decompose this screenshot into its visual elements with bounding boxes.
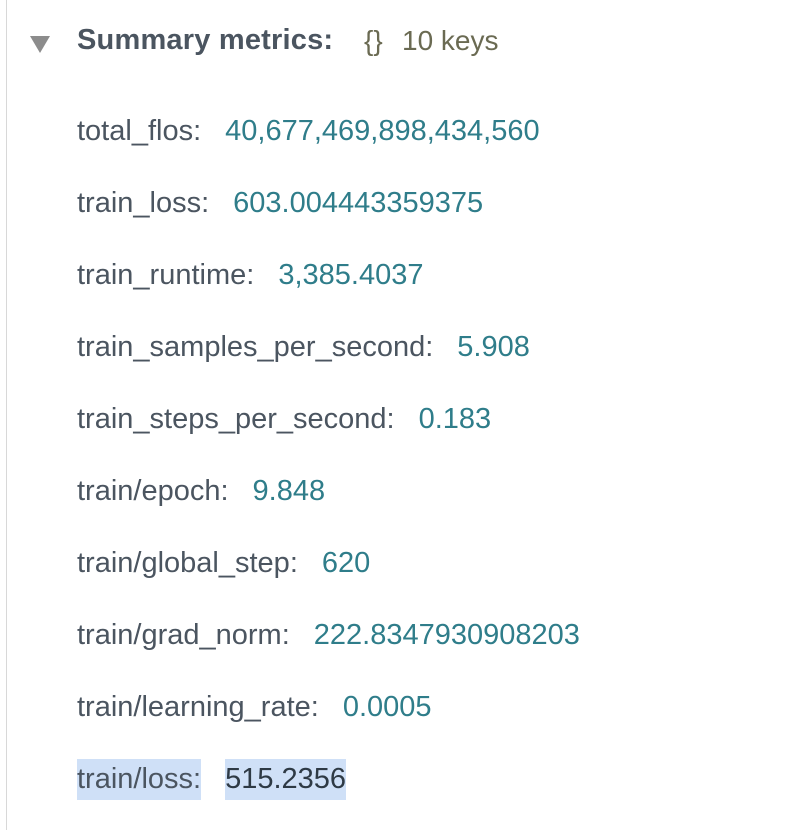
metric-row-train-runtime[interactable]: train_runtime: 3,385.4037 <box>77 239 580 311</box>
metric-value: 3,385.4037 <box>278 258 424 291</box>
key-count: 10 keys <box>402 25 499 56</box>
metric-value: 222.8347930908203 <box>313 618 580 651</box>
metric-key: total_flos: <box>77 114 202 147</box>
metric-value: 515.2356 <box>225 758 347 800</box>
section-title[interactable]: Summary metrics: <box>77 24 334 56</box>
metric-key: train_loss: <box>77 186 210 219</box>
metric-key: train/grad_norm: <box>77 618 290 651</box>
metric-row-total-flos[interactable]: total_flos: 40,677,469,898,434,560 <box>77 95 580 167</box>
metric-row-train-loss[interactable]: train_loss: 603.004443359375 <box>77 167 580 239</box>
metric-row-train-grad-norm[interactable]: train/grad_norm: 222.8347930908203 <box>77 599 580 671</box>
metric-key: train/global_step: <box>77 546 298 579</box>
metric-key: train_runtime: <box>77 258 255 291</box>
metric-key: train_steps_per_second: <box>77 402 395 435</box>
metric-row-train-samples-per-second[interactable]: train_samples_per_second: 5.908 <box>77 311 580 383</box>
metric-row-train-loss-step[interactable]: train/loss: 515.2356 <box>77 743 580 815</box>
metric-value: 0.183 <box>418 402 492 435</box>
metric-row-train-learning-rate[interactable]: train/learning_rate: 0.0005 <box>77 671 580 743</box>
metric-value: 603.004443359375 <box>233 186 484 219</box>
metric-key: train_samples_per_second: <box>77 330 434 363</box>
metric-key: train/epoch: <box>77 474 229 507</box>
metric-key: train/loss: <box>77 758 202 800</box>
metric-row-train-epoch[interactable]: train/epoch: 9.848 <box>77 455 580 527</box>
metric-row-train-steps-per-second[interactable]: train_steps_per_second: 0.183 <box>77 383 580 455</box>
metric-value: 40,677,469,898,434,560 <box>225 114 540 147</box>
metric-value: 0.0005 <box>342 690 432 723</box>
metric-row-train-global-step[interactable]: train/global_step: 620 <box>77 527 580 599</box>
metric-value: 620 <box>321 546 371 579</box>
tree-indent-rule <box>6 0 7 830</box>
metric-key: train/learning_rate: <box>77 690 319 723</box>
metric-value: 9.848 <box>252 474 326 507</box>
object-braces-icon: {} <box>364 25 383 56</box>
metric-value: 5.908 <box>457 330 530 363</box>
collapse-triangle-icon[interactable] <box>30 36 50 53</box>
metrics-list: total_flos: 40,677,469,898,434,560 train… <box>77 95 580 815</box>
